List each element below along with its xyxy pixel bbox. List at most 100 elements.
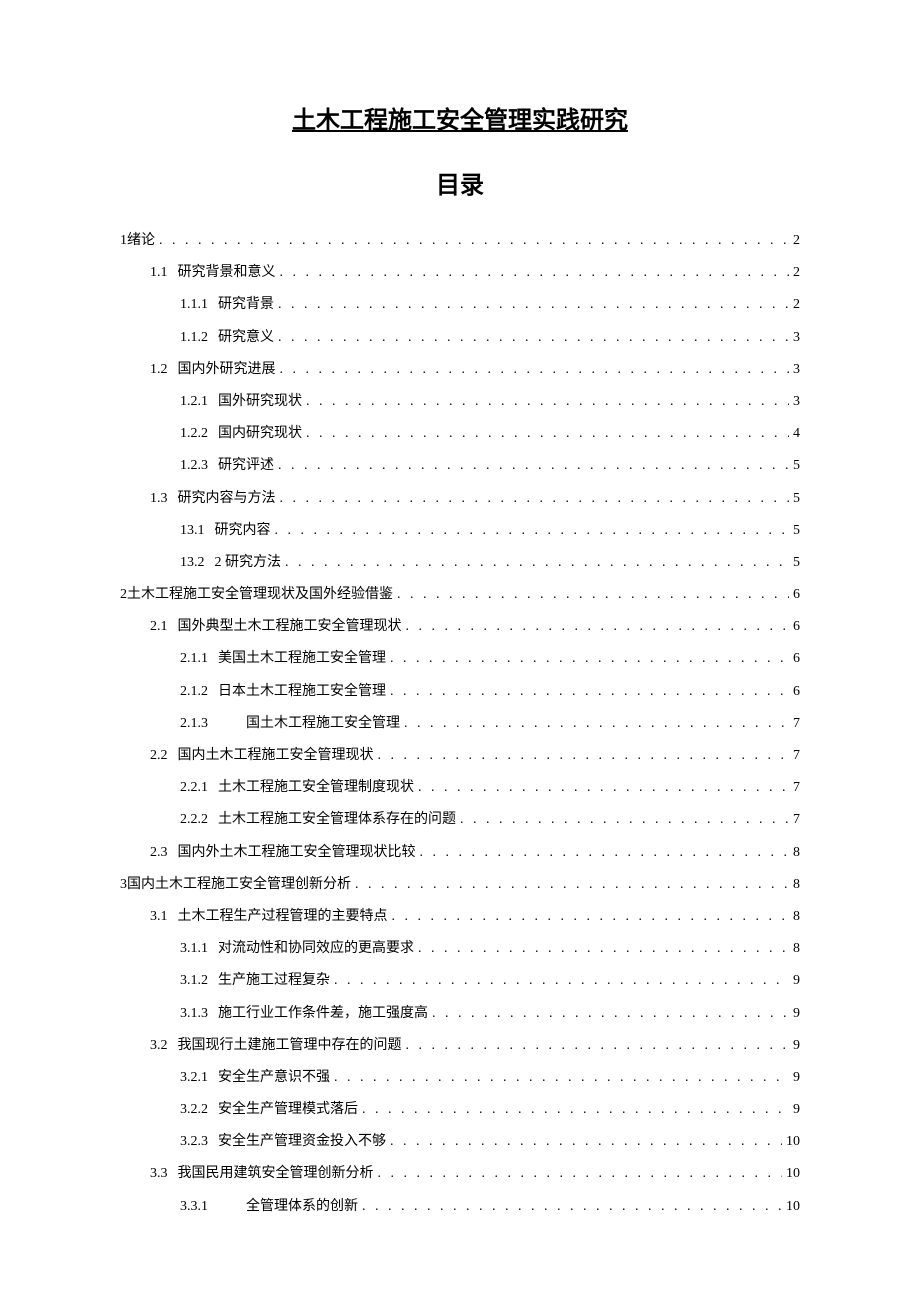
toc-entry-page: 6 [793,611,800,643]
toc-entry-page: 8 [793,901,800,933]
toc-entry-label: 2土木工程施工安全管理现状及国外经验借鉴 [120,579,393,611]
toc-dots [280,257,790,289]
toc-entry-number: 2 [120,587,127,602]
toc-entry: 2.1.1美国土木工程施工安全管理6 [120,643,800,675]
toc-entry-text: 日本土木工程施工安全管理 [218,684,386,699]
toc-entry-text: 研究背景 [218,297,274,312]
toc-entry-page: 5 [793,450,800,482]
toc-dots [306,386,789,418]
toc-dots [420,837,790,869]
toc-entry-label: 3.1.3施工行业工作条件差，施工强度高 [180,998,428,1030]
toc-entry: 2.2.2土木工程施工安全管理体系存在的问题7 [120,804,800,836]
toc-entry-page: 2 [793,289,800,321]
toc-dots [404,708,789,740]
toc-dots [378,740,790,772]
toc-dots [275,515,790,547]
toc-dots [397,579,789,611]
toc-dots [280,354,790,386]
toc-dots [418,772,789,804]
toc-entry-text: 全管理体系的创新 [218,1199,358,1214]
toc-entry-number: 3.2 [150,1038,168,1053]
toc-entry-page: 9 [793,1094,800,1126]
toc-entry-page: 5 [793,515,800,547]
toc-entry-text: 国内研究现状 [218,426,302,441]
toc-dots [432,998,789,1030]
toc-entry-page: 7 [793,708,800,740]
toc-dots [278,289,789,321]
toc-entry: 2.1国外典型土木工程施工安全管理现状6 [120,611,800,643]
toc-dots [306,418,789,450]
toc-entry: 1.3研究内容与方法5 [120,483,800,515]
toc-entry: 1绪论2 [120,225,800,257]
toc-entry-number: 1.2.3 [180,458,208,473]
toc-entry-text: 生产施工过程复杂 [218,973,330,988]
toc-entry-label: 3.2我国现行土建施工管理中存在的问题 [150,1030,402,1062]
toc-dots [378,1158,783,1190]
toc-entry-text: 国内土木工程施工安全管理创新分析 [127,877,351,892]
toc-entry-number: 2.1.3 [180,716,208,731]
toc-entry-page: 8 [793,933,800,965]
toc-entry-page: 5 [793,547,800,579]
toc-dots [278,450,789,482]
toc-entry-text: 安全生产意识不强 [218,1070,330,1085]
toc-entry: 2.2.1土木工程施工安全管理制度现状7 [120,772,800,804]
toc-entry-label: 1.2.2 国内研究现状 [180,418,302,450]
toc-entry-label: 3.1.1对流动性和协同效应的更高要求 [180,933,414,965]
toc-entry: 1.2国内外研究进展3 [120,354,800,386]
toc-entry-page: 7 [793,740,800,772]
toc-entry: 3.2.3安全生产管理资金投入不够10 [120,1126,800,1158]
toc-entry-text: 安全生产管理资金投入不够 [218,1134,386,1149]
toc-dots [362,1094,789,1126]
toc-entry-number: 3.2.3 [180,1134,208,1149]
toc-entry: 3.2.1安全生产意识不强 9 [120,1062,800,1094]
toc-entry-label: 2.2国内土木工程施工安全管理现状 [150,740,374,772]
toc-entry-label: 2.2.1土木工程施工安全管理制度现状 [180,772,414,804]
toc-entry-text: 美国土木工程施工安全管理 [218,651,386,666]
toc-entry-label: 1.1研究背景和意义 [150,257,276,289]
toc-entry-text: 绪论 [127,233,155,248]
toc-entry-number: 3.3.1 [180,1199,208,1214]
toc-entry-label: 3国内土木工程施工安全管理创新分析 [120,869,351,901]
toc-entry-page: 9 [793,1030,800,1062]
toc-dots [159,225,789,257]
toc-entry: 13.22 研究方法5 [120,547,800,579]
toc-dots [390,676,789,708]
toc-entry-page: 9 [793,998,800,1030]
toc-entry-number: 13.1 [180,523,205,538]
toc-entry-page: 3 [793,322,800,354]
toc-entry-page: 9 [793,965,800,997]
toc-entry-label: 1.1.2研究意义 [180,322,274,354]
toc-entry-page: 10 [786,1158,800,1190]
toc-entry-number: 2.1.2 [180,684,208,699]
toc-dots [406,611,790,643]
toc-entry-page: 9 [793,1062,800,1094]
toc-entry: 3.1.2生产施工过程复杂9 [120,965,800,997]
toc-entry-text: 土木工程施工安全管理体系存在的问题 [218,812,456,827]
toc-entry-number: 1.1 [150,265,168,280]
toc-entry: 1.2.3研究评述5 [120,450,800,482]
toc-entry-number: 3.1 [150,909,168,924]
toc-entry-label: 3.2.1安全生产意识不强 [180,1062,330,1094]
toc-entry: 3国内土木工程施工安全管理创新分析8 [120,869,800,901]
toc-entry-text: 土木工程生产过程管理的主要特点 [178,909,388,924]
toc-entry-page: 6 [793,676,800,708]
toc-entry-label: 2.2.2土木工程施工安全管理体系存在的问题 [180,804,456,836]
toc-dots [406,1030,790,1062]
toc-entry-text: 2 研究方法 [215,555,282,570]
toc-entry-text: 土木工程施工安全管理现状及国外经验借鉴 [127,587,393,602]
toc-entry-label: 3.3我国民用建筑安全管理创新分析 [150,1158,374,1190]
toc-entry-label: 2.1.3 国土木工程施工安全管理 [180,708,400,740]
toc-entry-number: 1.2.2 [180,426,208,441]
toc-entry-label: 2.3国内外土木工程施工安全管理现状比较 [150,837,416,869]
toc-entry-page: 8 [793,837,800,869]
toc-dots [280,483,790,515]
toc-entry: 2.3国内外土木工程施工安全管理现状比较 8 [120,837,800,869]
toc-entry: 1.2.2 国内研究现状 4 [120,418,800,450]
toc-entry: 2土木工程施工安全管理现状及国外经验借鉴6 [120,579,800,611]
toc-entry-page: 4 [793,418,800,450]
toc-entry-text: 施工行业工作条件差，施工强度高 [218,1006,428,1021]
toc-entry-text: 土木工程施工安全管理制度现状 [218,780,414,795]
toc-entry-text: 国土木工程施工安全管理 [218,716,400,731]
toc-entry: 1.1.2研究意义 3 [120,322,800,354]
toc-dots [334,965,789,997]
